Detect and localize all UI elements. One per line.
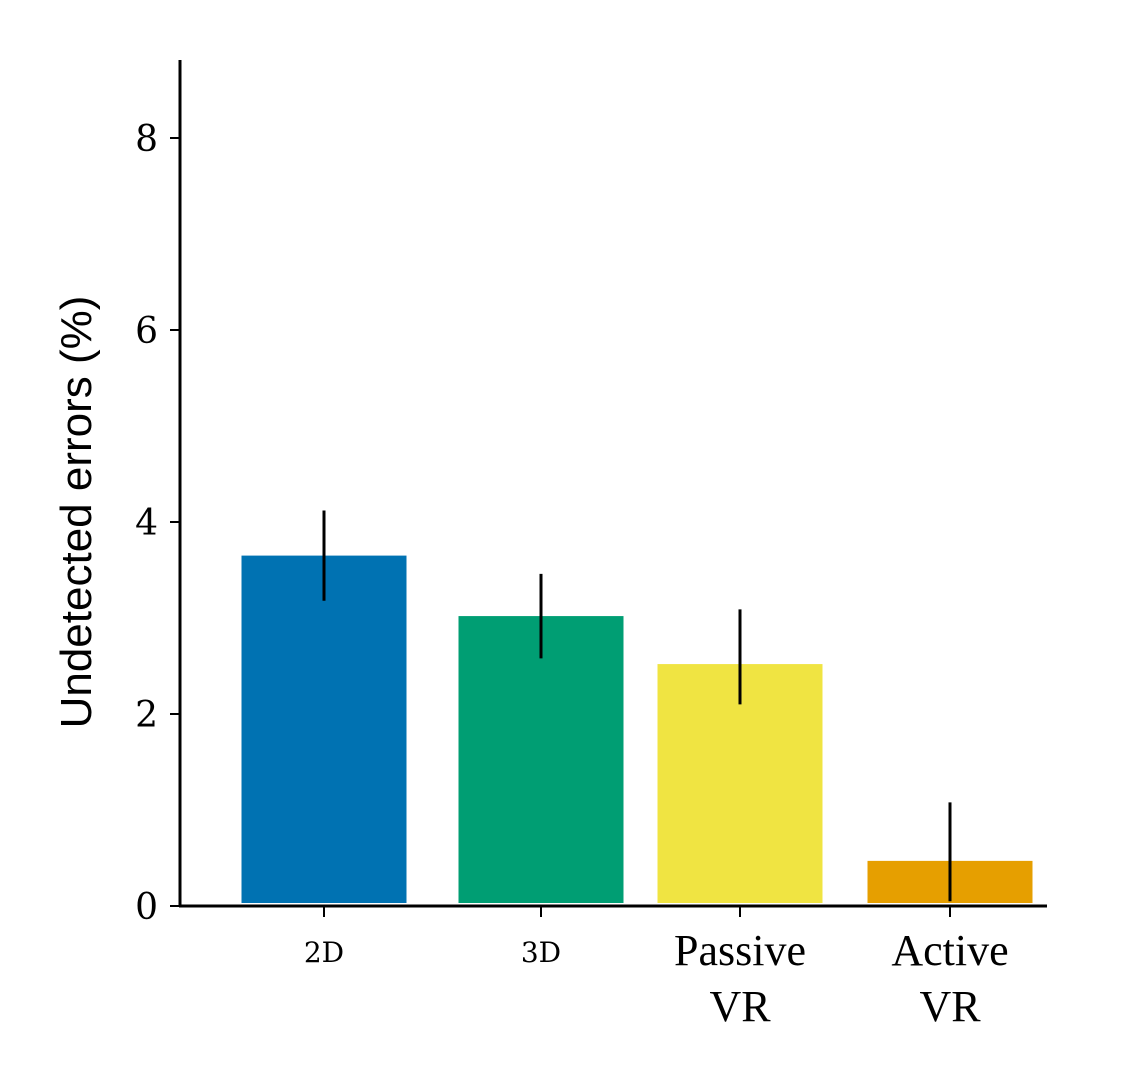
x-ticks-layer: 2D 3D Passive VR Active VR [304, 907, 1009, 1031]
x-tick-label: 2D [304, 936, 344, 969]
y-ticks-layer: 0 2 4 6 8 [135, 119, 180, 928]
y-tick-label: 4 [135, 503, 158, 544]
bar-2d [241, 555, 407, 903]
y-tick-label: 8 [135, 119, 158, 160]
y-axis-label: Undetected errors (%) [52, 296, 101, 729]
x-tick-label: Active VR [891, 926, 1008, 1031]
error-bars-layer [322, 510, 952, 902]
y-tick-label: 2 [135, 695, 158, 736]
x-tick-label: Passive VR [674, 926, 806, 1031]
y-tick-label: 0 [135, 887, 158, 928]
bar-3d [458, 616, 624, 903]
y-tick-label: 6 [135, 311, 158, 352]
bars-layer [241, 555, 1033, 903]
x-tick-label: 3D [521, 936, 561, 969]
